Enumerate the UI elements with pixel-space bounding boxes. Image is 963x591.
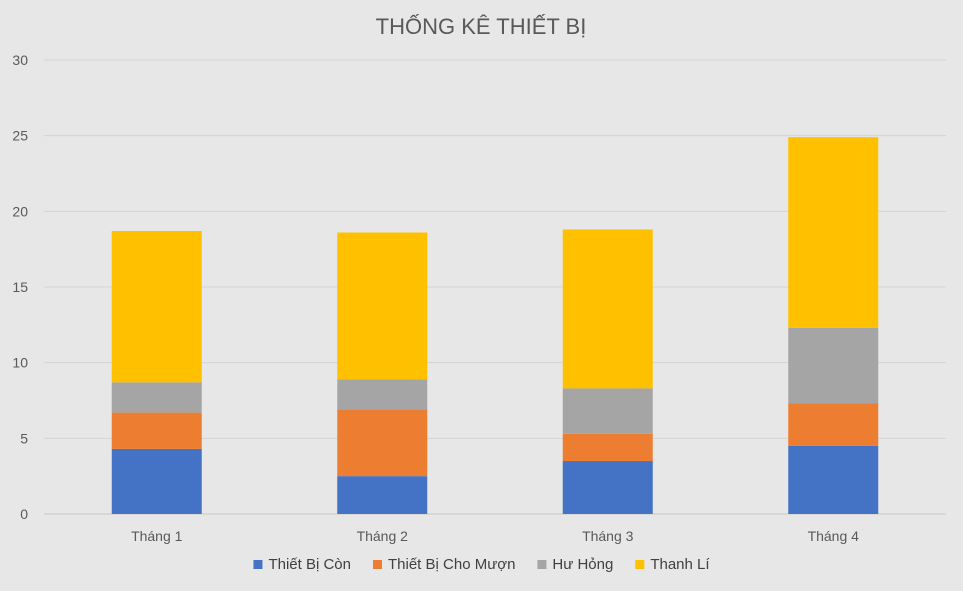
x-category-label: Tháng 3	[582, 528, 634, 544]
legend-item: Thanh Lí	[635, 556, 710, 573]
bar-segment	[337, 476, 428, 514]
x-category-label: Tháng 1	[131, 528, 183, 544]
y-tick-label: 5	[20, 430, 28, 446]
bar-segment	[111, 412, 202, 449]
legend-swatch	[635, 560, 645, 569]
bar-segment	[788, 137, 879, 328]
bar-segment	[788, 445, 879, 514]
legend-label: Thiết Bị Cho Mượn	[388, 556, 515, 573]
chart-title: THỐNG KÊ THIẾT BỊ	[376, 13, 587, 39]
legend-swatch	[253, 560, 263, 569]
bar-segment	[788, 403, 879, 446]
bar-segment	[337, 232, 428, 380]
legend-swatch	[373, 560, 382, 569]
bar-segment	[111, 382, 202, 413]
bar-segment	[562, 229, 653, 389]
x-category-label: Tháng 2	[357, 528, 409, 544]
legend-label: Thanh Lí	[650, 556, 710, 573]
bar-segment	[562, 433, 653, 462]
legend-swatch	[537, 560, 547, 569]
legend-label: Hư Hỏng	[552, 556, 613, 573]
bar-segment	[562, 388, 653, 434]
bar-stack	[788, 137, 879, 514]
bar-segment	[111, 448, 202, 514]
legend-item: Thiết Bị Còn	[253, 556, 351, 573]
y-tick-label: 20	[12, 203, 28, 219]
bar-stack	[337, 232, 428, 514]
x-axis-category-labels: Tháng 1 Tháng 2 Tháng 3 Tháng 4	[131, 528, 859, 544]
bar-stack	[562, 229, 653, 514]
bar-segment	[337, 409, 428, 477]
bar-stack	[111, 231, 202, 514]
y-tick-label: 0	[20, 506, 28, 522]
bars	[111, 137, 879, 514]
bar-segment	[111, 231, 202, 383]
legend: Thiết Bị Còn Thiết Bị Cho Mượn Hư Hỏng Than…	[253, 556, 710, 573]
bar-segment	[788, 327, 879, 404]
legend-item: Hư Hỏng	[537, 556, 613, 573]
y-tick-label: 15	[12, 279, 28, 295]
legend-label: Thiết Bị Còn	[268, 556, 351, 573]
y-tick-label: 10	[12, 355, 28, 371]
y-tick-label: 25	[12, 128, 28, 144]
x-category-label: Tháng 4	[808, 528, 860, 544]
bar-segment	[337, 379, 428, 410]
y-tick-label: 30	[12, 52, 28, 68]
y-axis-tick-labels: 0 5 10 15 20 25 30	[12, 52, 28, 522]
bar-segment	[562, 461, 653, 514]
legend-item: Thiết Bị Cho Mượn	[373, 556, 515, 573]
